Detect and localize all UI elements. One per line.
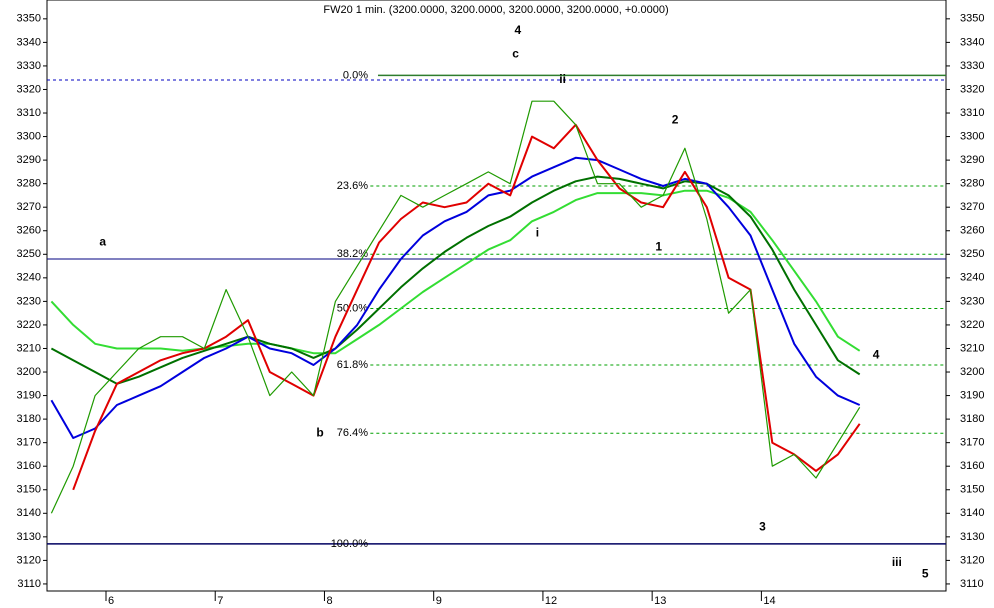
y-tick-label: 3300 [17, 130, 41, 142]
series-line [50, 189, 861, 355]
y-tick-label: 3180 [17, 413, 41, 425]
y-tick-label: 3200 [17, 366, 41, 378]
y-tick-label: 3320 [17, 83, 41, 95]
y-tick-label-right: 3290 [960, 154, 984, 166]
y-tick-label: 3120 [17, 554, 41, 566]
x-tick-label: 7 [217, 595, 223, 607]
x-tick-label: 8 [326, 595, 332, 607]
y-tick-label-right: 3250 [960, 248, 984, 260]
wave-label: c [512, 46, 519, 60]
y-tick-label: 3240 [17, 272, 41, 284]
y-tick-label-right: 3350 [960, 13, 984, 25]
series-line [50, 175, 861, 385]
y-tick-label-right: 3110 [960, 578, 984, 590]
y-tick-label: 3170 [17, 437, 41, 449]
y-tick-label-right: 3180 [960, 413, 984, 425]
y-tick-label: 3230 [17, 295, 41, 307]
y-tick-label: 3260 [17, 225, 41, 237]
wave-label: ii [559, 72, 566, 86]
wave-label: b [316, 425, 323, 439]
wave-label: 1 [655, 239, 662, 253]
y-tick-label-right: 3240 [960, 272, 984, 284]
y-tick-label: 3280 [17, 178, 41, 190]
wave-label: 3 [759, 520, 766, 534]
x-tick-label: 9 [436, 595, 442, 607]
plot-frame [46, 0, 947, 592]
y-tick-label-right: 3210 [960, 342, 984, 354]
y-tick-label-right: 3230 [960, 295, 984, 307]
x-tick-label: 14 [763, 595, 775, 607]
y-tick-label-right: 3150 [960, 484, 984, 496]
y-tick-label: 3150 [17, 484, 41, 496]
y-tick-label-right: 3310 [960, 107, 984, 119]
wave-label: i [536, 225, 539, 239]
y-tick-label: 3340 [17, 36, 41, 48]
y-tick-label-right: 3280 [960, 178, 984, 190]
y-tick-label-right: 3300 [960, 130, 984, 142]
series-line [50, 156, 861, 439]
fib-label: 0.0% [343, 69, 368, 81]
fib-label: 61.8% [337, 359, 368, 371]
y-tick-label-right: 3190 [960, 389, 984, 401]
y-tick-label: 3190 [17, 389, 41, 401]
y-tick-label-right: 3340 [960, 36, 984, 48]
y-tick-label-right: 3120 [960, 554, 984, 566]
wave-label: iii [892, 555, 902, 569]
y-tick-label: 3140 [17, 507, 41, 519]
wave-label: 4 [514, 23, 521, 37]
fib-label: 23.6% [337, 180, 368, 192]
y-tick-label: 3310 [17, 107, 41, 119]
x-tick-label: 12 [545, 595, 557, 607]
y-tick-label: 3210 [17, 342, 41, 354]
y-tick-label-right: 3320 [960, 83, 984, 95]
fib-label: 50.0% [337, 302, 368, 314]
y-tick-label: 3270 [17, 201, 41, 213]
series-line [50, 100, 861, 514]
y-tick-label-right: 3200 [960, 366, 984, 378]
fib-label: 100.0% [331, 538, 369, 550]
y-tick-label-right: 3330 [960, 60, 984, 72]
y-tick-label: 3160 [17, 460, 41, 472]
y-tick-label: 3130 [17, 531, 41, 543]
wave-label: a [99, 235, 106, 249]
y-tick-label: 3350 [17, 13, 41, 25]
y-tick-label: 3250 [17, 248, 41, 260]
y-tick-label: 3290 [17, 154, 41, 166]
wave-label: 4 [873, 348, 880, 362]
y-tick-label: 3330 [17, 60, 41, 72]
wave-label: 5 [922, 567, 929, 581]
chart-title: FW20 1 min. (3200.0000, 3200.0000, 3200.… [323, 4, 668, 16]
y-tick-label-right: 3130 [960, 531, 984, 543]
x-tick-label: 6 [108, 595, 114, 607]
y-tick-label-right: 3270 [960, 201, 984, 213]
y-tick-label-right: 3140 [960, 507, 984, 519]
y-tick-label-right: 3160 [960, 460, 984, 472]
fib-label: 76.4% [337, 427, 368, 439]
y-tick-label-right: 3220 [960, 319, 984, 331]
x-tick-label: 13 [654, 595, 666, 607]
fib-label: 38.2% [337, 248, 368, 260]
y-tick-label: 3110 [17, 578, 41, 590]
wave-label: 2 [672, 112, 679, 126]
y-tick-label-right: 3170 [960, 437, 984, 449]
y-tick-label-right: 3260 [960, 225, 984, 237]
y-tick-label: 3220 [17, 319, 41, 331]
